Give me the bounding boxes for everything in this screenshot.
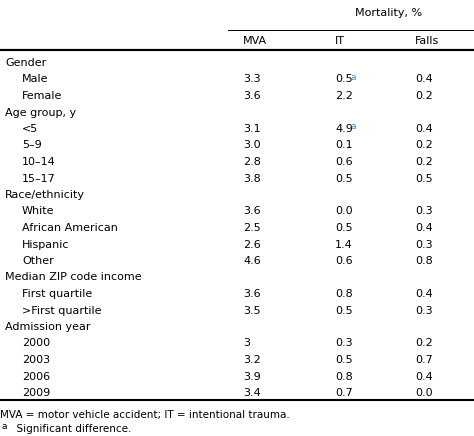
Text: 0.0: 0.0 — [335, 207, 353, 217]
Text: 0.5: 0.5 — [335, 306, 353, 316]
Text: Male: Male — [22, 75, 48, 85]
Text: Female: Female — [22, 91, 63, 101]
Text: 4.9: 4.9 — [335, 124, 353, 134]
Text: 10–14: 10–14 — [22, 157, 56, 167]
Text: Race/ethnicity: Race/ethnicity — [5, 190, 85, 200]
Text: Age group, y: Age group, y — [5, 108, 76, 117]
Text: 0.2: 0.2 — [415, 91, 433, 101]
Text: 0.4: 0.4 — [415, 75, 433, 85]
Text: MVA = motor vehicle accident; IT = intentional trauma.: MVA = motor vehicle accident; IT = inten… — [0, 410, 290, 420]
Text: 3.4: 3.4 — [243, 388, 261, 398]
Text: 2.2: 2.2 — [335, 91, 353, 101]
Text: 0.7: 0.7 — [335, 388, 353, 398]
Text: <5: <5 — [22, 124, 38, 134]
Text: 3.6: 3.6 — [243, 91, 261, 101]
Text: 0.6: 0.6 — [335, 157, 353, 167]
Text: 3.2: 3.2 — [243, 355, 261, 365]
Text: MVA: MVA — [243, 36, 267, 46]
Text: 0.5: 0.5 — [335, 75, 353, 85]
Text: Significant difference.: Significant difference. — [10, 424, 131, 434]
Text: a: a — [351, 122, 356, 131]
Text: 2.5: 2.5 — [243, 223, 261, 233]
Text: IT: IT — [335, 36, 345, 46]
Text: Hispanic: Hispanic — [22, 239, 70, 249]
Text: Falls: Falls — [415, 36, 439, 46]
Text: Other: Other — [22, 256, 54, 266]
Text: 0.8: 0.8 — [415, 256, 433, 266]
Text: 0.3: 0.3 — [335, 338, 353, 348]
Text: 5–9: 5–9 — [22, 140, 42, 150]
Text: 0.5: 0.5 — [335, 223, 353, 233]
Text: 0.0: 0.0 — [415, 388, 433, 398]
Text: 3.1: 3.1 — [243, 124, 261, 134]
Text: 15–17: 15–17 — [22, 174, 56, 184]
Text: 3.9: 3.9 — [243, 371, 261, 382]
Text: White: White — [22, 207, 55, 217]
Text: 3: 3 — [243, 338, 250, 348]
Text: Mortality, %: Mortality, % — [355, 8, 422, 18]
Text: 0.1: 0.1 — [335, 140, 353, 150]
Text: Median ZIP code income: Median ZIP code income — [5, 272, 142, 283]
Text: 2009: 2009 — [22, 388, 50, 398]
Text: 0.2: 0.2 — [415, 157, 433, 167]
Text: 0.4: 0.4 — [415, 124, 433, 134]
Text: Gender: Gender — [5, 58, 46, 68]
Text: 0.2: 0.2 — [415, 140, 433, 150]
Text: 1.4: 1.4 — [335, 239, 353, 249]
Text: 0.5: 0.5 — [335, 174, 353, 184]
Text: 0.5: 0.5 — [335, 355, 353, 365]
Text: First quartile: First quartile — [22, 289, 92, 299]
Text: 0.4: 0.4 — [415, 289, 433, 299]
Text: 0.8: 0.8 — [335, 371, 353, 382]
Text: African American: African American — [22, 223, 118, 233]
Text: 0.7: 0.7 — [415, 355, 433, 365]
Text: Admission year: Admission year — [5, 322, 91, 332]
Text: 3.0: 3.0 — [243, 140, 261, 150]
Text: 0.2: 0.2 — [415, 338, 433, 348]
Text: a: a — [2, 422, 8, 431]
Text: 2.8: 2.8 — [243, 157, 261, 167]
Text: 2003: 2003 — [22, 355, 50, 365]
Text: 0.3: 0.3 — [415, 207, 433, 217]
Text: 0.5: 0.5 — [415, 174, 433, 184]
Text: 4.6: 4.6 — [243, 256, 261, 266]
Text: 2.6: 2.6 — [243, 239, 261, 249]
Text: 0.4: 0.4 — [415, 371, 433, 382]
Text: 3.6: 3.6 — [243, 207, 261, 217]
Text: 2000: 2000 — [22, 338, 50, 348]
Text: 3.6: 3.6 — [243, 289, 261, 299]
Text: 0.3: 0.3 — [415, 239, 433, 249]
Text: 3.5: 3.5 — [243, 306, 261, 316]
Text: 0.8: 0.8 — [335, 289, 353, 299]
Text: a: a — [351, 72, 356, 82]
Text: >First quartile: >First quartile — [22, 306, 101, 316]
Text: 3.8: 3.8 — [243, 174, 261, 184]
Text: 0.3: 0.3 — [415, 306, 433, 316]
Text: 0.6: 0.6 — [335, 256, 353, 266]
Text: 0.4: 0.4 — [415, 223, 433, 233]
Text: 3.3: 3.3 — [243, 75, 261, 85]
Text: 2006: 2006 — [22, 371, 50, 382]
